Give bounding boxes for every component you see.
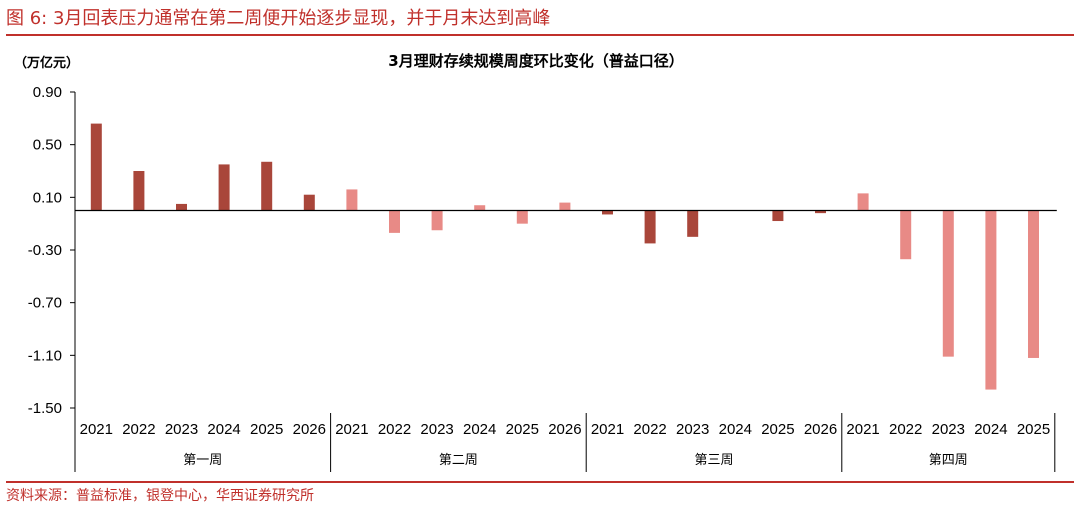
bar <box>176 203 187 211</box>
x-category-label: 2026 <box>804 421 837 438</box>
bar <box>900 210 912 260</box>
bar <box>346 189 358 211</box>
x-category-label: 2025 <box>250 421 283 438</box>
x-category-label: 2021 <box>335 421 368 438</box>
x-category-label: 2025 <box>761 421 794 438</box>
x-category-label: 2023 <box>420 421 453 438</box>
x-category-label: 2021 <box>591 421 624 438</box>
bar <box>261 161 273 211</box>
x-category-label: 2025 <box>506 421 539 438</box>
bar <box>687 210 699 237</box>
bar <box>431 210 443 231</box>
figure-title: 图 6: 3月回表压力通常在第二周便开始逐步显现，并于月末达到高峰 <box>6 8 551 29</box>
top-rule <box>6 34 1074 36</box>
x-category-label: 2021 <box>80 421 113 438</box>
x-group-label: 第四周 <box>929 453 968 468</box>
x-group-label: 第一周 <box>183 453 222 468</box>
x-category-label: 2024 <box>719 421 752 438</box>
y-tick-label: -0.70 <box>28 295 62 312</box>
bar-chart: （万亿元） 3月理财存续规模周度环比变化（普益口径） 0.90 0.50 0.10 -… <box>14 52 1057 472</box>
bar <box>772 210 784 222</box>
bar <box>857 193 869 211</box>
bar <box>644 210 656 244</box>
plot-area: 0.90 0.50 0.10 -0.30 -0.70 -1.10 -1.50 2021 2022… <box>28 84 1057 472</box>
x-group-label: 第三周 <box>694 453 733 468</box>
bar <box>303 194 315 211</box>
y-tick-label: -1.10 <box>28 347 62 364</box>
y-tick-label: 0.50 <box>33 137 62 154</box>
bar <box>516 210 528 224</box>
x-group-label: 第二周 <box>439 453 478 468</box>
bar <box>90 123 102 211</box>
x-category-label: 2023 <box>165 421 198 438</box>
bar <box>942 210 954 357</box>
x-category-label: 2021 <box>846 421 879 438</box>
y-tick-label: 0.10 <box>33 189 62 206</box>
bar <box>1028 210 1039 358</box>
x-category-label: 2023 <box>932 421 965 438</box>
bar <box>602 210 613 215</box>
x-category-label: 2024 <box>463 421 496 438</box>
source-note: 资料来源：普益标准，银登中心，华西证券研究所 <box>6 488 314 504</box>
bar <box>985 210 997 390</box>
x-category-label: 2022 <box>889 421 922 438</box>
x-category-label: 2022 <box>378 421 411 438</box>
bottom-rule <box>6 481 1074 483</box>
y-tick-label: -1.50 <box>28 400 62 417</box>
chart-title: 3月理财存续规模周度环比变化（普益口径） <box>388 52 683 70</box>
x-category-label: 2022 <box>122 421 155 438</box>
x-category-label: 2026 <box>548 421 581 438</box>
bar <box>815 210 826 214</box>
y-axis-unit: （万亿元） <box>14 55 79 71</box>
bar <box>133 171 145 211</box>
x-category-label: 2024 <box>974 421 1007 438</box>
x-category-label: 2025 <box>1017 421 1050 438</box>
bar <box>474 205 486 211</box>
bar <box>389 210 400 233</box>
bar <box>559 202 571 211</box>
x-category-label: 2024 <box>207 421 240 438</box>
x-category-label: 2022 <box>633 421 666 438</box>
y-tick-label: -0.30 <box>28 242 62 259</box>
bar <box>218 164 230 211</box>
y-tick-label: 0.90 <box>33 84 62 101</box>
x-category-label: 2023 <box>676 421 709 438</box>
x-category-label: 2026 <box>293 421 326 438</box>
